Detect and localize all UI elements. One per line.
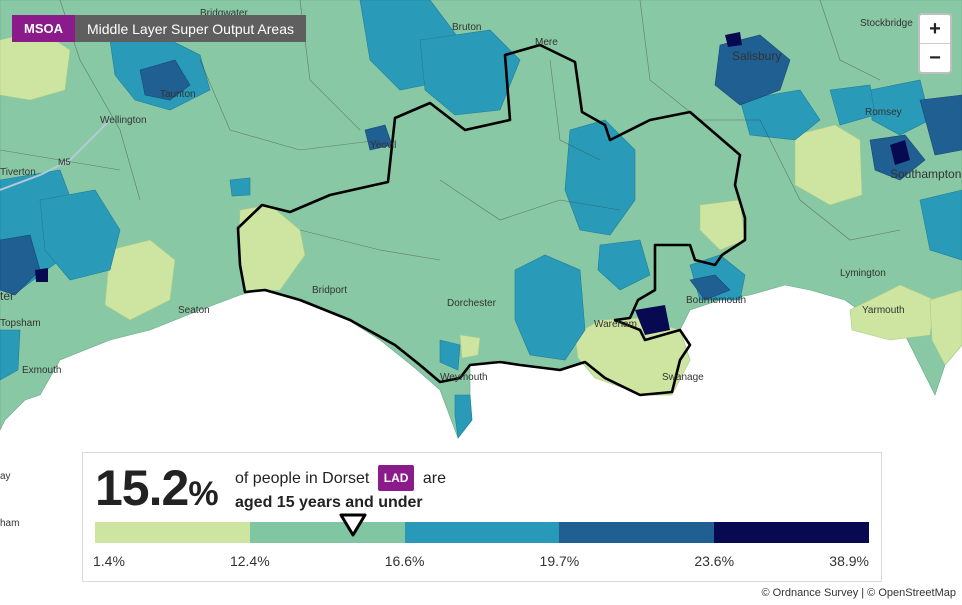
label-lymington: Lymington [840, 268, 886, 279]
legend-segment-4 [559, 522, 715, 543]
label-dorchester: Dorchester [447, 298, 497, 309]
stat-measure: aged 15 years and under [235, 494, 423, 511]
legend-segment-5 [714, 522, 869, 543]
stat-unit: % [188, 475, 218, 513]
area-type-badge: LAD [377, 465, 415, 491]
dorset-boundary [236, 43, 747, 397]
band-highest-patches [35, 32, 910, 335]
label-teignham: ham [0, 518, 19, 529]
label-tiverton: Tiverton [0, 167, 36, 178]
stat-text-before: of people in Dorset [235, 470, 370, 487]
legend-tick-label: 38.9% [829, 553, 869, 569]
legend-segment-2 [249, 522, 405, 543]
place-labels: Bridgwater Bruton Mere Stockbridge Salis… [0, 8, 961, 529]
zoom-control: + − [918, 13, 952, 74]
label-bridport: Bridport [312, 285, 347, 296]
label-yarmouth: Yarmouth [862, 305, 905, 316]
label-southampton: Southampton [890, 167, 961, 181]
label-m5: M5 [58, 157, 71, 167]
zoom-out-button[interactable]: − [920, 43, 950, 72]
legend-tick-label: 1.4% [93, 553, 125, 569]
map-attribution[interactable]: © Ordnance Survey | © OpenStreetMap [761, 587, 956, 599]
legend-tick-label: 23.6% [694, 553, 735, 569]
zoom-in-button[interactable]: + [929, 17, 941, 40]
legend-segment-1 [95, 522, 250, 543]
label-yeovil: Yeovil [370, 140, 396, 151]
label-exeter: ter [0, 289, 14, 303]
layer-badge: MSOA Middle Layer Super Output Areas [12, 15, 307, 42]
legend-tick-label: 19.7% [539, 553, 580, 569]
label-bridgwater: Bridgwater [200, 8, 248, 19]
label-torbay: ay [0, 471, 11, 482]
legend-ticks: 1.4% 12.4% 16.6% 19.7% 23.6% 38.9% [93, 553, 869, 571]
label-topsham: Topsham [0, 318, 41, 329]
label-wellington: Wellington [100, 115, 147, 126]
label-salisbury: Salisbury [732, 49, 781, 63]
value-marker [339, 513, 367, 537]
legend-segment-3 [404, 522, 560, 543]
label-taunton: Taunton [160, 89, 196, 100]
band-mid-patches [0, 0, 962, 439]
legend-tick-label: 16.6% [384, 553, 425, 569]
label-bournemouth: Bournemouth [686, 295, 746, 306]
label-swanage: Swanage [662, 372, 704, 383]
stat-value: 15.2% [95, 460, 219, 516]
label-weymouth: Weymouth [440, 372, 488, 383]
m5-motorway [0, 119, 111, 191]
legend-tick-label: 12.4% [229, 553, 270, 569]
label-exmouth: Exmouth [22, 365, 61, 376]
band-high-patches [0, 34, 962, 301]
layer-name-label: Middle Layer Super Output Areas [75, 15, 307, 42]
label-bruton: Bruton [452, 22, 481, 33]
label-mere: Mere [535, 37, 558, 48]
stat-text-after: are [422, 470, 447, 487]
label-wareham: Wareham [594, 319, 637, 330]
legend-bar [95, 522, 869, 543]
stat-description: of people in Dorset LAD are aged 15 year… [235, 465, 446, 515]
label-stockbridge: Stockbridge [860, 18, 913, 29]
info-panel: 15.2% of people in Dorset LAD are aged 1… [82, 452, 882, 582]
layer-code-badge: MSOA [12, 15, 75, 42]
label-seaton: Seaton [178, 305, 210, 316]
label-romsey: Romsey [865, 107, 902, 118]
